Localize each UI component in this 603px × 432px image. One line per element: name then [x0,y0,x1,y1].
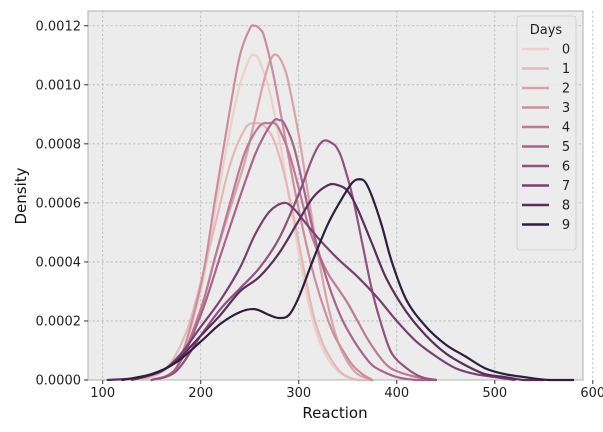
y-tick-label: 0.0004 [36,255,82,270]
legend-label-day-3: 3 [562,101,570,116]
density-curves [106,24,575,382]
plot-area [87,10,584,381]
x-axis-label: Reaction [302,404,367,422]
x-tick-label: 100 [90,386,115,401]
series-line-day-3 [150,24,374,382]
x-axis-ticks: 100 200 300 400 500 600 [90,380,603,401]
x-tick-label: 600 [580,386,603,401]
legend-items: 0 1 2 3 4 5 6 7 8 9 [522,43,570,233]
x-tick-label: 400 [384,386,409,401]
y-tick-label: 0.0012 [36,19,82,34]
legend-label-day-1: 1 [562,62,570,77]
legend-title: Days [530,23,563,38]
legend-label-day-5: 5 [562,140,570,155]
series-line-day-8 [106,182,545,382]
y-tick-label: 0.0000 [36,374,82,389]
legend-label-day-7: 7 [562,179,570,194]
series-line-day-5 [150,117,438,382]
legend-label-day-4: 4 [562,121,570,136]
legend-label-day-6: 6 [562,160,570,175]
y-tick-label: 0.0010 [36,78,82,93]
y-tick-label: 0.0006 [36,196,82,211]
grid [88,11,594,381]
y-axis-label: Density [12,167,30,224]
x-tick-label: 500 [482,386,507,401]
x-tick-label: 200 [188,386,213,401]
y-tick-label: 0.0002 [36,314,82,329]
series-line-day-7 [131,201,516,382]
series-line-day-9 [121,178,575,382]
legend-label-day-9: 9 [562,218,570,233]
series-line-day-0 [150,53,364,382]
legend-label-day-8: 8 [562,199,570,214]
y-axis-ticks: 0.0000 0.0002 0.0004 0.0006 0.0008 0.0010 0.00… [36,19,88,389]
series-line-day-6 [150,139,438,382]
series-line-day-4 [150,121,438,382]
legend: Days 0 1 2 3 4 5 6 7 8 9 [516,15,577,251]
legend-label-day-0: 0 [562,43,570,58]
legend-box [516,15,577,251]
legend-label-day-2: 2 [562,82,570,97]
y-tick-label: 0.0008 [36,137,82,152]
x-tick-label: 300 [286,386,311,401]
